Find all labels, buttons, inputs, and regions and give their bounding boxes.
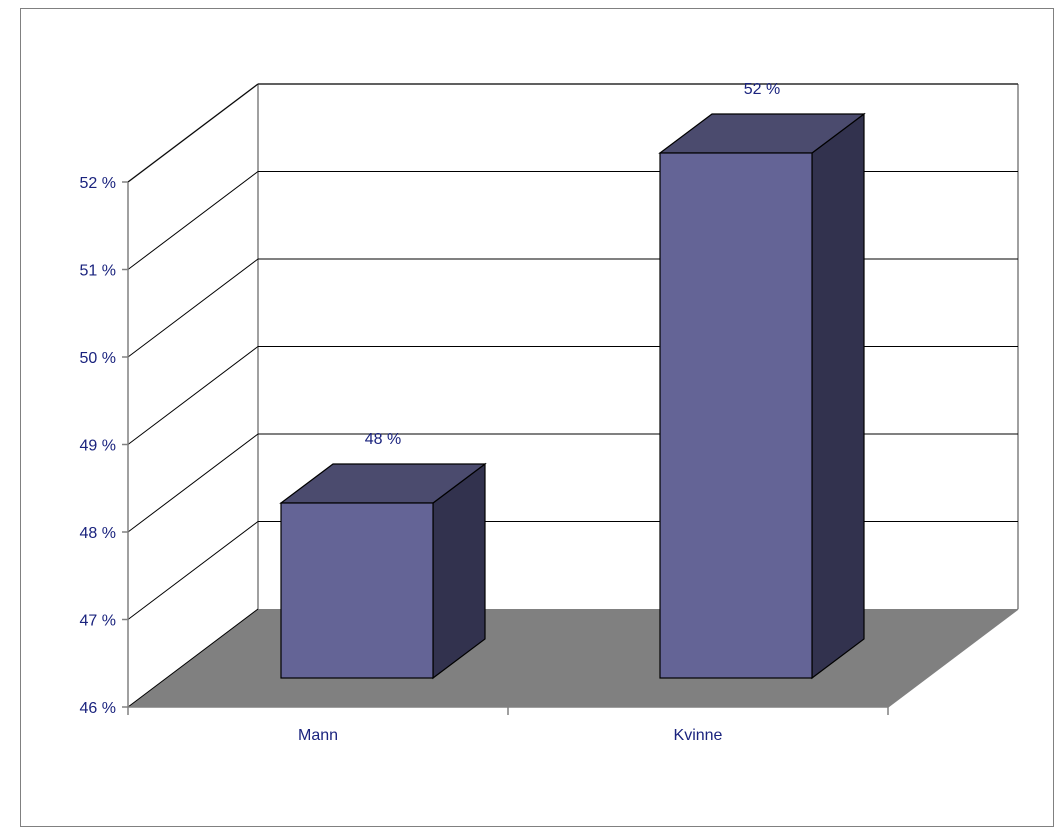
chart-floor-layer: [128, 609, 1018, 707]
x-tick-label: Mann: [298, 727, 338, 744]
data-labels: 48 % 52 %: [365, 81, 780, 448]
bar-front-face: [659, 152, 813, 679]
gridline-side: [127, 433, 259, 533]
data-label: 52 %: [744, 81, 780, 98]
bar-side-face: [811, 112, 865, 680]
bar-front-face: [280, 502, 434, 679]
gridline-side: [127, 83, 259, 183]
gridline-side: [127, 171, 259, 270]
y-tick-label: 46 %: [80, 700, 116, 717]
y-tick-label: 48 %: [80, 525, 116, 542]
bars: [279, 112, 866, 680]
gridline-floor-edge: [127, 608, 259, 708]
floor-right-edge: [887, 608, 1019, 708]
y-tick-label: 52 %: [80, 175, 116, 192]
y-axis-ticks: 46 % 47 % 48 % 49 % 50 % 51 % 52 %: [80, 175, 128, 717]
chart-floor: [128, 609, 1018, 707]
data-label: 48 %: [365, 431, 401, 448]
y-tick-label: 50 %: [80, 350, 116, 367]
x-tick-label: Kvinne: [674, 727, 723, 744]
gridline-side: [127, 258, 259, 358]
y-tick-label: 51 %: [80, 263, 116, 280]
bar-kvinne: [658, 112, 866, 680]
gridline-side: [127, 521, 259, 620]
gridline-side: [127, 346, 259, 445]
y-tick-label: 47 %: [80, 613, 116, 630]
y-tick-label: 49 %: [80, 438, 116, 455]
x-axis-ticks: Mann Kvinne: [127, 707, 889, 744]
gridlines: [127, 83, 1018, 708]
bar-mann: [279, 462, 487, 680]
